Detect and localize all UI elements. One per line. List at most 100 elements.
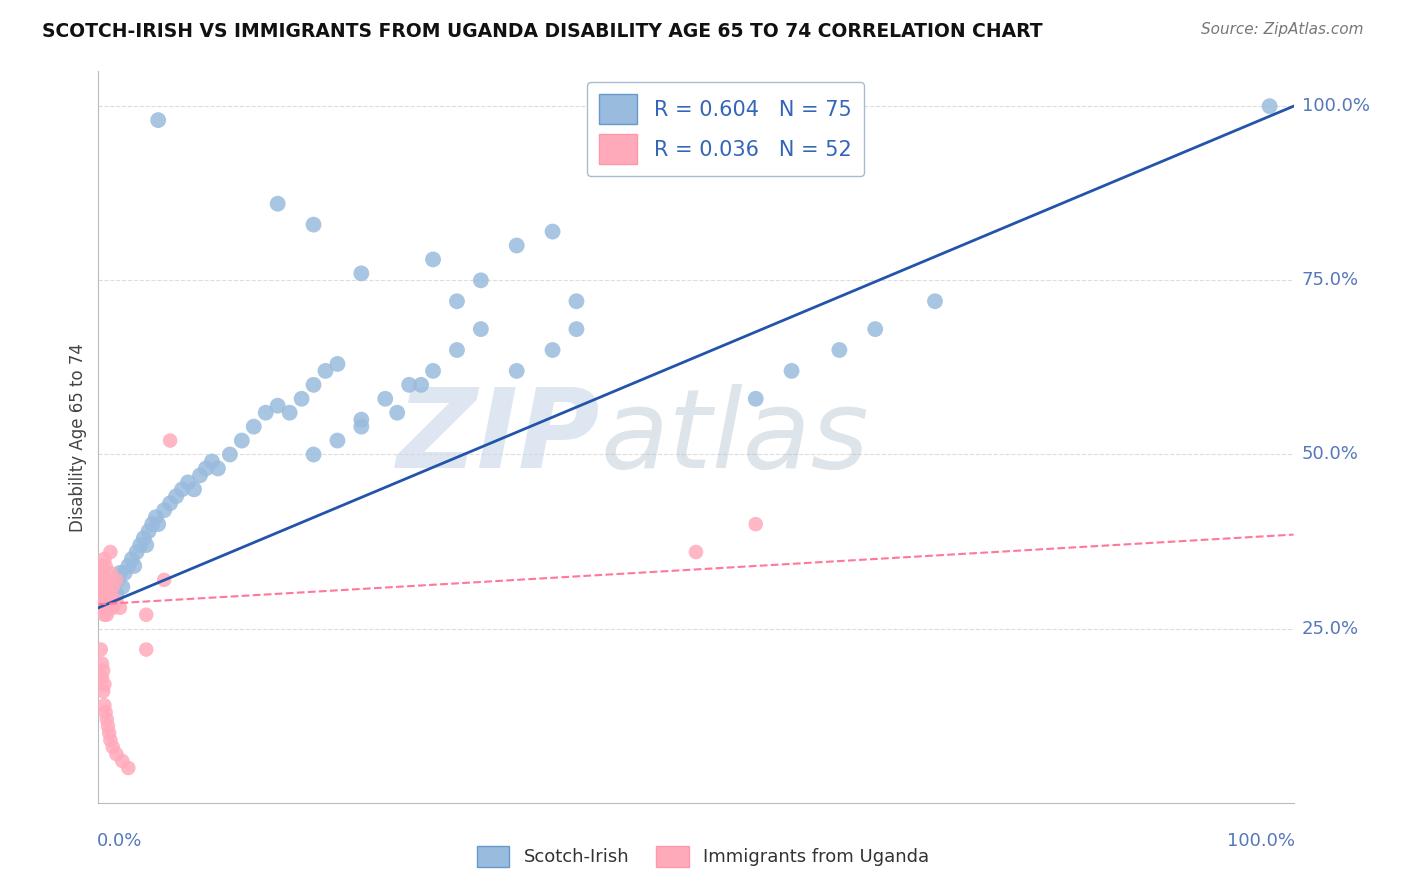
Point bbox=[91, 587, 114, 601]
Point bbox=[124, 558, 146, 573]
Point bbox=[350, 266, 373, 280]
Point bbox=[101, 580, 124, 594]
Point bbox=[96, 587, 118, 601]
Point bbox=[98, 580, 122, 594]
Point bbox=[98, 580, 121, 594]
Point bbox=[446, 343, 468, 357]
Point bbox=[470, 273, 492, 287]
Point bbox=[101, 587, 124, 601]
Point bbox=[91, 558, 114, 573]
Text: SCOTCH-IRISH VS IMMIGRANTS FROM UGANDA DISABILITY AGE 65 TO 74 CORRELATION CHART: SCOTCH-IRISH VS IMMIGRANTS FROM UGANDA D… bbox=[42, 22, 1043, 41]
Point bbox=[159, 496, 181, 510]
Point bbox=[446, 294, 468, 309]
Point bbox=[98, 566, 122, 580]
Text: 0.0%: 0.0% bbox=[97, 832, 142, 850]
Point bbox=[97, 719, 120, 733]
Point bbox=[129, 538, 152, 552]
Point bbox=[93, 594, 115, 608]
Point bbox=[422, 364, 444, 378]
Point bbox=[188, 468, 211, 483]
Point bbox=[97, 587, 120, 601]
Text: atlas: atlas bbox=[600, 384, 869, 491]
Point bbox=[315, 364, 337, 378]
Point bbox=[138, 524, 160, 538]
Point bbox=[117, 761, 139, 775]
Point bbox=[302, 448, 325, 462]
Point bbox=[411, 377, 433, 392]
Point bbox=[153, 573, 176, 587]
Text: 25.0%: 25.0% bbox=[1302, 620, 1360, 638]
Point bbox=[828, 343, 851, 357]
Point bbox=[865, 322, 887, 336]
Point bbox=[278, 406, 301, 420]
Point bbox=[98, 545, 122, 559]
Point bbox=[96, 594, 118, 608]
Text: 75.0%: 75.0% bbox=[1302, 271, 1360, 289]
Point bbox=[98, 587, 122, 601]
Point bbox=[91, 566, 114, 580]
Point bbox=[374, 392, 396, 406]
Point bbox=[121, 552, 143, 566]
Point bbox=[183, 483, 205, 497]
Point bbox=[91, 573, 114, 587]
Point bbox=[422, 252, 444, 267]
Point bbox=[243, 419, 266, 434]
Point bbox=[148, 517, 170, 532]
Point bbox=[90, 600, 112, 615]
Point bbox=[745, 517, 768, 532]
Point bbox=[541, 225, 564, 239]
Point bbox=[541, 343, 564, 357]
Point bbox=[101, 600, 124, 615]
Point bbox=[93, 698, 115, 713]
Point bbox=[135, 642, 157, 657]
Point bbox=[91, 670, 114, 684]
Point bbox=[91, 594, 114, 608]
Point bbox=[101, 740, 124, 755]
Point bbox=[94, 587, 117, 601]
Point bbox=[165, 489, 187, 503]
Point bbox=[506, 364, 529, 378]
Point bbox=[685, 545, 707, 559]
Point bbox=[93, 607, 115, 622]
Point bbox=[91, 684, 114, 698]
Point bbox=[111, 580, 134, 594]
Point bbox=[159, 434, 181, 448]
Point bbox=[231, 434, 253, 448]
Point bbox=[780, 364, 803, 378]
Point bbox=[254, 406, 277, 420]
Point bbox=[326, 434, 349, 448]
Point bbox=[1258, 99, 1281, 113]
Point bbox=[105, 747, 128, 761]
Point bbox=[267, 196, 290, 211]
Point bbox=[207, 461, 229, 475]
Point bbox=[94, 705, 117, 719]
Point bbox=[105, 573, 128, 587]
Y-axis label: Disability Age 65 to 74: Disability Age 65 to 74 bbox=[69, 343, 87, 532]
Point bbox=[125, 545, 148, 559]
Point bbox=[153, 503, 176, 517]
Point bbox=[385, 406, 409, 420]
Text: 50.0%: 50.0% bbox=[1302, 445, 1358, 464]
Legend: R = 0.604   N = 75, R = 0.036   N = 52: R = 0.604 N = 75, R = 0.036 N = 52 bbox=[586, 82, 863, 176]
Point bbox=[96, 607, 118, 622]
Text: ZIP: ZIP bbox=[396, 384, 600, 491]
Point bbox=[302, 218, 325, 232]
Point bbox=[98, 733, 122, 747]
Text: Source: ZipAtlas.com: Source: ZipAtlas.com bbox=[1201, 22, 1364, 37]
Point bbox=[924, 294, 946, 309]
Point bbox=[117, 558, 139, 573]
Point bbox=[398, 377, 420, 392]
Point bbox=[111, 754, 134, 768]
Point bbox=[105, 587, 128, 601]
Point bbox=[350, 412, 373, 426]
Point bbox=[103, 573, 125, 587]
Point bbox=[98, 594, 121, 608]
Point bbox=[107, 573, 129, 587]
Point bbox=[94, 558, 117, 573]
Point bbox=[132, 531, 155, 545]
Point bbox=[93, 677, 115, 691]
Point bbox=[148, 113, 170, 128]
Point bbox=[145, 510, 167, 524]
Point bbox=[506, 238, 529, 252]
Point bbox=[565, 322, 588, 336]
